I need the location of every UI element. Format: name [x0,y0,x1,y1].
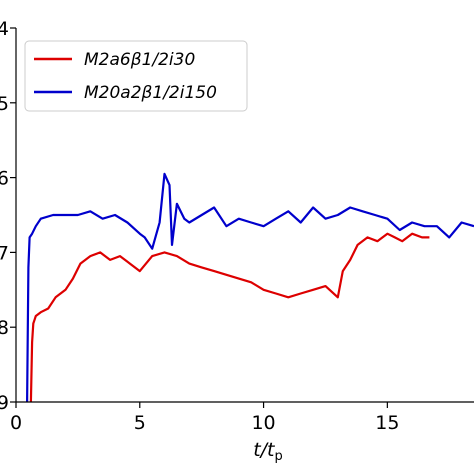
axes [15,28,474,403]
y-tick-label: 6 [0,168,9,190]
y-ticks: 4 5 6 7 8 9 [0,18,16,414]
legend-frame [24,40,248,112]
legend-label-0: M2a6β1/2i30 [84,50,195,70]
y-tick-label: 4 [0,18,9,40]
y-tick-label: 7 [0,242,9,264]
x-ticks: 0 5 10 15 [10,402,399,434]
legend-label-1: M20a2β1/2i150 [84,83,217,103]
x-tick-label: 5 [134,412,146,434]
y-tick-label: 8 [0,317,9,339]
x-axis-title: t/tp [253,439,283,464]
x-tick-label: 10 [251,412,275,434]
x-axis-title-main: t/t [253,439,276,461]
x-axis-title-subscript: p [275,449,283,464]
series-line-1 [26,172,474,403]
legend: M2a6β1/2i30 M20a2β1/2i150 [24,40,248,112]
series-line-0 [29,232,430,403]
series-lines [26,172,474,403]
y-tick-label: 9 [0,392,9,414]
x-tick-label: 15 [375,412,399,434]
y-tick-label: 5 [0,93,9,115]
x-tick-label: 0 [10,412,22,434]
